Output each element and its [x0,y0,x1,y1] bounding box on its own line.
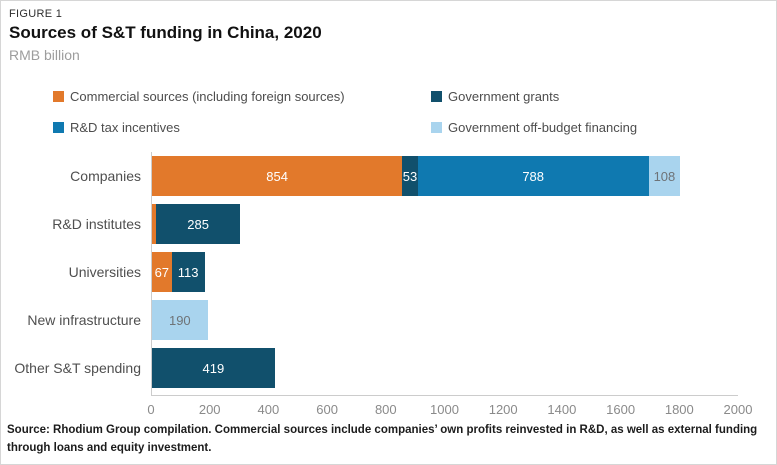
page-title: Sources of S&T funding in China, 2020 [9,23,322,42]
figure-header: FIGURE 1 Sources of S&T funding in China… [1,1,776,63]
bar-segment: 854 [152,156,403,196]
legend-item: Government off-budget financing [431,120,776,135]
legend-swatch-icon [431,91,442,102]
x-axis-tick: 1600 [606,402,636,417]
x-axis-tick: 1400 [547,402,577,417]
units-subtitle: RMB billion [9,47,80,63]
bar-segment: 788 [417,156,649,196]
x-axis: 0 200 400 600 800 1000 1200 1400 1600 1800 2000 [147,402,752,422]
bar-segment: 285 [156,204,240,244]
legend-label: Government off-budget financing [448,120,638,135]
bar-row: 285 [152,204,738,244]
legend-item: Commercial sources (including foreign so… [53,89,431,104]
bar-segment: 190 [152,300,208,340]
source-note: Source: Rhodium Group compilation. Comme… [7,424,758,455]
x-axis-tick: 1200 [488,402,518,417]
legend-swatch-icon [431,122,442,133]
legend-item: Government grants [431,89,776,104]
bar-segment: 419 [152,348,275,388]
bar-row: 190 [152,300,738,340]
category-label: New infrastructure [27,312,141,328]
legend-item: R&D tax incentives [53,120,431,135]
legend-swatch-icon [53,122,64,133]
bar-segment: 108 [648,156,681,196]
bar-segment: 67 [152,252,172,292]
category-label: Companies [70,168,141,184]
stacked-bar-chart: Companies R&D institutes Universities New i… [1,152,776,422]
x-axis-tick: 400 [257,402,280,417]
bar-row: 67 113 [152,252,738,292]
bar-row: 419 [152,348,738,388]
category-label: Universities [68,264,141,280]
bar-segment: 53 [402,156,418,196]
legend-label: Commercial sources (including foreign so… [70,89,345,104]
chart-body: Companies R&D institutes Universities New i… [1,152,776,396]
bar-segment [152,204,157,244]
x-axis-tick: 600 [316,402,338,417]
x-axis-tick: 1000 [430,402,459,417]
x-axis-tick: 1800 [664,402,694,417]
x-axis-tick: 0 [147,402,155,417]
x-axis-tick: 2000 [723,402,753,417]
figure-label: FIGURE 1 [9,8,63,20]
bar-row: 854 53 788 108 [152,156,738,196]
legend-swatch-icon [53,91,64,102]
legend-label: R&D tax incentives [70,120,180,135]
legend-label: Government grants [448,89,560,104]
category-labels: Companies R&D institutes Universities New i… [1,152,151,396]
bar-segment: 113 [171,252,205,292]
x-axis-tick: 800 [374,402,397,417]
x-axis-tick: 200 [198,402,221,417]
category-label: R&D institutes [52,216,141,232]
category-label: Other S&T spending [14,360,141,376]
plot-area: 854 53 788 108 285 67 113 190 419 [151,152,738,396]
chart-legend: Commercial sources (including foreign so… [53,89,776,135]
